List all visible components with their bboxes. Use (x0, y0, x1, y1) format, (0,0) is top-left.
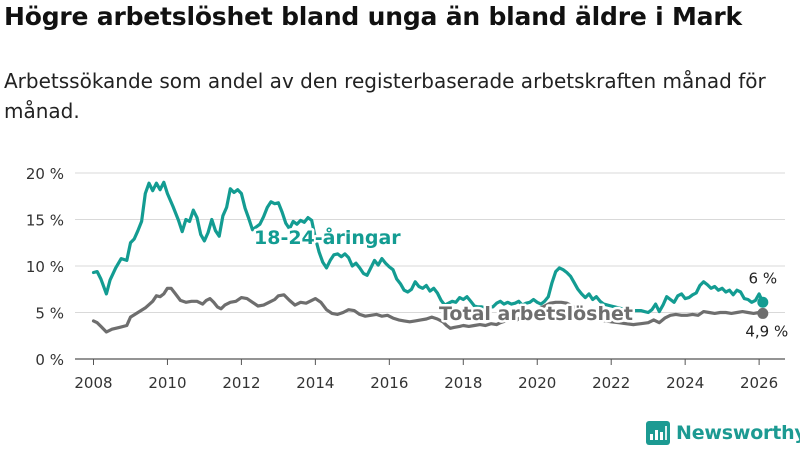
brand-name: Newsworthy (676, 422, 800, 444)
y-tick-label: 15 % (26, 212, 64, 230)
x-tick-label: 2012 (222, 374, 260, 392)
x-tick-label: 2016 (370, 374, 408, 392)
x-tick-label: 2020 (518, 374, 556, 392)
end-point-total (757, 307, 769, 319)
series-line-total (91, 286, 765, 334)
gridlines (75, 172, 785, 360)
series-label-total-halo: Total arbetslöshet (439, 303, 633, 325)
y-tick-label: 0 % (35, 351, 64, 369)
end-label-youth: 6 % (749, 269, 778, 287)
x-tick-label: 2008 (74, 374, 112, 392)
series-label-youth-halo: 18-24-åringar (254, 225, 401, 249)
chart-subtitle: Arbetssökande som andel av den registerb… (4, 69, 766, 123)
series-line-youth (91, 180, 765, 315)
x-tick-label: 2018 (444, 374, 482, 392)
y-tick-label: 10 % (26, 258, 64, 276)
end-label-total: 4,9 % (745, 322, 788, 340)
series-label-total: Total arbetslöshet (439, 303, 633, 325)
x-tick-label: 2026 (740, 374, 778, 392)
series-label-youth: 18-24-åringar (254, 225, 401, 249)
brand-logo[interactable]: Newsworthy (646, 419, 800, 447)
y-tick-label: 5 % (35, 305, 64, 323)
x-tick-label: 2014 (296, 374, 334, 392)
chart-title: Högre arbetslöshet bland unga än bland ä… (4, 2, 742, 31)
y-tick-label: 20 % (26, 165, 64, 183)
x-tick-label: 2022 (592, 374, 630, 392)
newsworthy-logo-icon (646, 421, 670, 445)
end-point-youth (757, 296, 769, 308)
series-lines (91, 180, 769, 334)
y-axis: 0 % 5 % 10 % 15 % 20 % (26, 165, 64, 369)
x-tick-label: 2024 (666, 374, 704, 392)
x-tick-label: 2010 (148, 374, 186, 392)
x-axis: 2008 2010 2012 2014 2016 2018 2020 2022 2024 2026 (74, 359, 778, 392)
